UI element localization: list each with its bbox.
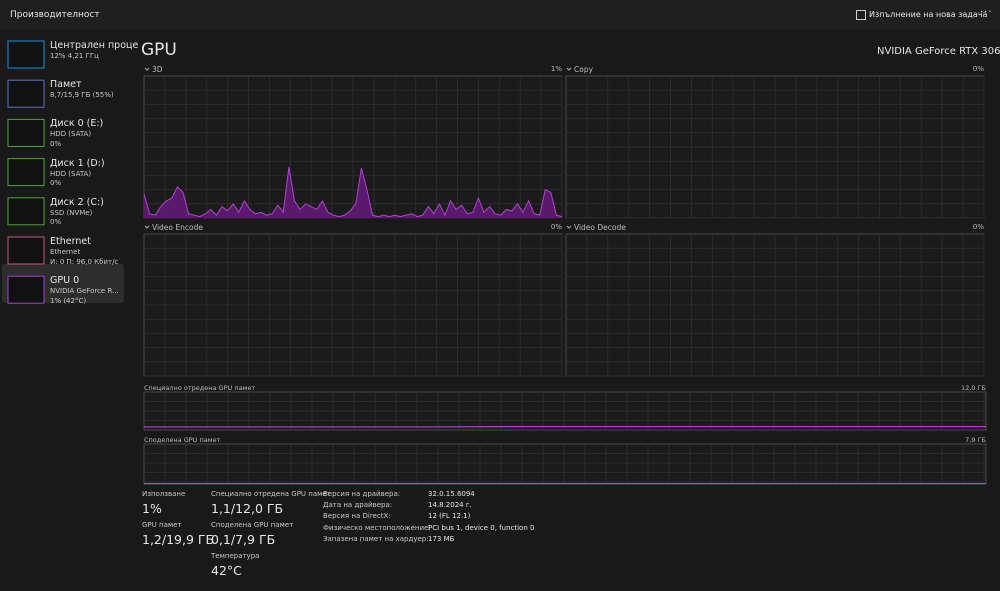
sidebar-item-name[interactable]: Ethernet bbox=[50, 237, 91, 247]
sidebar-item-detail: HDD (SATA) bbox=[50, 131, 91, 138]
graph-label: 3D bbox=[152, 66, 163, 74]
sidebar-item-detail: 0% bbox=[50, 180, 61, 187]
gpu-title: GPU bbox=[141, 42, 177, 59]
sidebar-item-detail: 12% 4,21 ГГц bbox=[50, 53, 99, 60]
stat-value: 1,2/19,9 ГБ bbox=[142, 534, 214, 547]
sidebar-item-name[interactable]: Централен проце bbox=[50, 41, 138, 51]
sidebar-item-name[interactable]: Памет bbox=[50, 80, 82, 90]
gpu-model: NVIDIA GeForce RTX 3060 bbox=[877, 47, 1000, 57]
chevron bbox=[567, 68, 571, 70]
stat-label: Използване bbox=[142, 491, 185, 498]
sidebar-item-name[interactable]: GPU 0 bbox=[50, 276, 79, 286]
memory-graph-capacity: 12,0 ГБ bbox=[926, 385, 986, 392]
stat-label: Споделена GPU памет bbox=[211, 522, 293, 529]
thumbnail bbox=[8, 198, 44, 225]
stat-label: GPU памет bbox=[142, 522, 182, 529]
thumbnail bbox=[8, 80, 44, 107]
graph-label: Copy bbox=[574, 66, 593, 74]
chevron bbox=[145, 68, 149, 70]
thumbnail bbox=[8, 159, 44, 186]
memory-graph-label: Специално отредена GPU памет bbox=[144, 385, 255, 392]
sidebar-item-detail: NVIDIA GeForce R... bbox=[50, 288, 119, 295]
graph-value: 1% bbox=[532, 66, 562, 73]
sidebar-item-detail: 0% bbox=[50, 141, 61, 148]
sidebar-item-detail: 0% bbox=[50, 219, 61, 226]
chevron bbox=[567, 226, 571, 228]
thumbnail bbox=[8, 276, 44, 303]
stat-value: 1,1/12,0 ГБ bbox=[211, 503, 283, 516]
sidebar-item-detail: SSD (NVMe) bbox=[50, 210, 92, 217]
sidebar-item-detail: HDD (SATA) bbox=[50, 171, 91, 178]
thumbnail bbox=[8, 41, 44, 68]
stat-label: Специално отредена GPU памет bbox=[211, 491, 331, 498]
info-value: 32.0.15.6094 bbox=[428, 491, 475, 498]
stat-value: 1% bbox=[142, 503, 162, 516]
sidebar-item-name[interactable]: Диск 2 (C:) bbox=[50, 198, 104, 208]
chevron bbox=[145, 226, 149, 228]
graph-value: 0% bbox=[954, 66, 984, 73]
graph-value: 0% bbox=[954, 224, 984, 231]
thumbnail bbox=[8, 119, 44, 146]
sidebar-item-detail: Ethernet bbox=[50, 249, 80, 256]
info-label: Дата на драйвера: bbox=[323, 502, 392, 509]
sidebar-item-detail: 1% (42°C) bbox=[50, 298, 86, 305]
sidebar-item-name[interactable]: Диск 0 (E:) bbox=[50, 119, 103, 129]
sidebar-item-detail: И: 0 П: 96,0 Кбит/с bbox=[50, 259, 118, 266]
info-label: Запазена памет на хардуер: bbox=[323, 536, 429, 543]
sidebar-item-name[interactable]: Диск 1 (D:) bbox=[50, 159, 105, 169]
stat-value: 0,1/7,9 ГБ bbox=[211, 534, 275, 547]
graph-label: Video Decode bbox=[574, 224, 626, 232]
graph-value: 0% bbox=[532, 224, 562, 231]
graph-label: Video Encode bbox=[152, 224, 203, 232]
info-label: Физическо местоположение: bbox=[323, 525, 431, 532]
stat-label: Температура bbox=[211, 553, 259, 560]
info-value: 12 (FL 12.1) bbox=[428, 513, 470, 520]
sidebar-item-detail: 8,7/15,9 ГБ (55%) bbox=[50, 92, 114, 99]
info-value: 14.8.2024 г. bbox=[428, 502, 472, 509]
stat-value: 42°C bbox=[211, 565, 242, 578]
memory-graph-label: Споделена GPU памет bbox=[144, 437, 220, 444]
info-label: Версия на DirectX: bbox=[323, 513, 391, 520]
info-label: Версия на драйвера: bbox=[323, 491, 400, 498]
info-value: PCI bus 1, device 0, function 0 bbox=[428, 525, 534, 532]
thumbnail bbox=[8, 237, 44, 264]
memory-graph-capacity: 7,9 ГБ bbox=[926, 437, 986, 444]
info-value: 173 МБ bbox=[428, 536, 454, 543]
